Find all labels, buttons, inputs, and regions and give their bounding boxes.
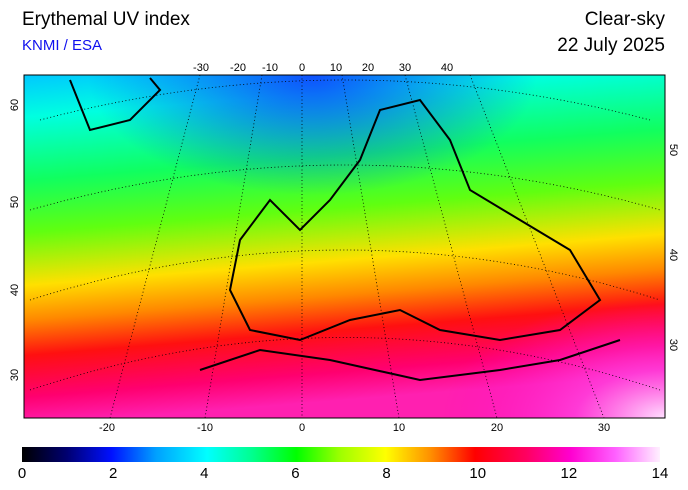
colorbar-tick-label: 6 — [291, 465, 299, 482]
colorbar-tick-label: 14 — [652, 465, 669, 482]
left-lat-label: 30 — [9, 369, 21, 381]
colorbar — [22, 447, 660, 462]
top-lon-label: -20 — [230, 62, 246, 74]
uv-field-southeast — [24, 75, 665, 418]
greenland-coast — [69, 77, 162, 132]
bottom-lon-label: 30 — [598, 422, 610, 434]
right-lat-label: 50 — [667, 144, 679, 156]
map-frame — [23, 74, 666, 419]
top-lon-label: 0 — [299, 62, 305, 74]
top-lon-label: 40 — [441, 62, 453, 74]
source: KNMI / ESA — [22, 37, 102, 54]
top-lon-label: -30 — [193, 62, 209, 74]
colorbar-tick-label: 8 — [382, 465, 390, 482]
title: Erythemal UV index — [22, 9, 190, 30]
left-lat-label: 60 — [9, 99, 21, 111]
coastline — [228, 98, 602, 342]
map — [23, 74, 666, 419]
bottom-lon-label: 0 — [299, 422, 305, 434]
bottom-lon-label: 10 — [393, 422, 405, 434]
top-lon-label: 20 — [362, 62, 374, 74]
mode: Clear-sky — [585, 9, 666, 30]
right-lat-label: 30 — [667, 339, 679, 351]
colorbar-tick-label: 12 — [561, 465, 578, 482]
labels: -30 -20 -10 0 10 20 30 40-20 -10 0 10 20 30605040305… — [9, 62, 679, 482]
colorbar-tick-label: 10 — [469, 465, 486, 482]
right-lat-label: 40 — [667, 249, 679, 261]
left-lat-label: 40 — [9, 284, 21, 296]
colorbar-tick-label: 0 — [18, 465, 26, 482]
bottom-lon-label: -10 — [197, 422, 213, 434]
graticule — [29, 74, 661, 419]
top-lon-label: -10 — [262, 62, 278, 74]
date: 22 July 2025 — [557, 35, 665, 56]
africa-coast — [199, 339, 621, 382]
left-lat-label: 50 — [9, 196, 21, 208]
colorbar-tick-label: 4 — [200, 465, 208, 482]
colorbar-tick-label: 2 — [109, 465, 117, 482]
top-lon-label: 10 — [330, 62, 342, 74]
bottom-lon-label: -20 — [99, 422, 115, 434]
bottom-lon-label: 20 — [491, 422, 503, 434]
top-lon-label: 30 — [399, 62, 411, 74]
